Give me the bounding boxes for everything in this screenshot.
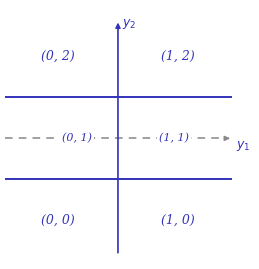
Text: (0, 1): (0, 1) (62, 133, 92, 144)
Text: (1, 0): (1, 0) (161, 214, 195, 227)
Text: $y_1$: $y_1$ (236, 139, 251, 153)
Text: (1, 2): (1, 2) (161, 50, 195, 63)
Text: (0, 2): (0, 2) (41, 50, 75, 63)
Text: (1, 1): (1, 1) (159, 133, 189, 144)
Text: $y_2$: $y_2$ (122, 17, 136, 31)
Text: (0, 0): (0, 0) (41, 214, 75, 227)
